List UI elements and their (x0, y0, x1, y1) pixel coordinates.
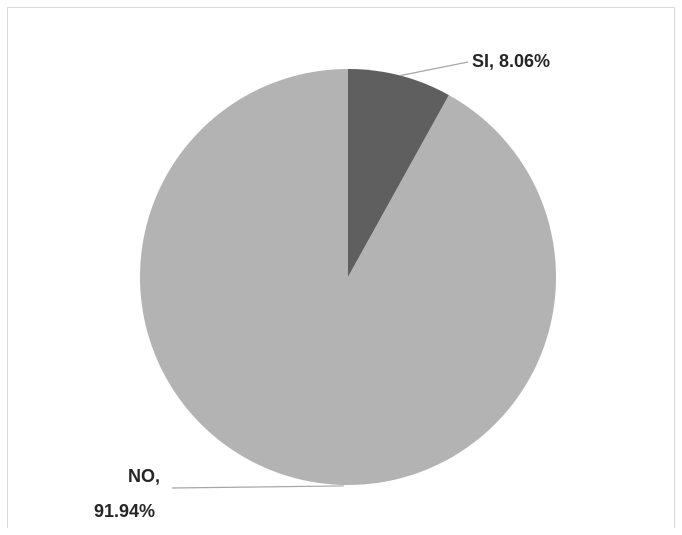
pie-slice-si (348, 69, 449, 277)
data-label-no-line1: NO, (128, 466, 160, 486)
leader-line-no (171, 485, 344, 489)
data-label-si: SI, 8.06% (472, 51, 550, 71)
data-label-no-line2: 91.94% (94, 501, 155, 521)
leader-line-si (399, 61, 469, 77)
pie-slice-no (140, 69, 557, 485)
pie-slices (140, 69, 557, 485)
leader-lines (171, 61, 469, 489)
data-labels: SI, 8.06% NO, 91.94% (94, 51, 550, 521)
